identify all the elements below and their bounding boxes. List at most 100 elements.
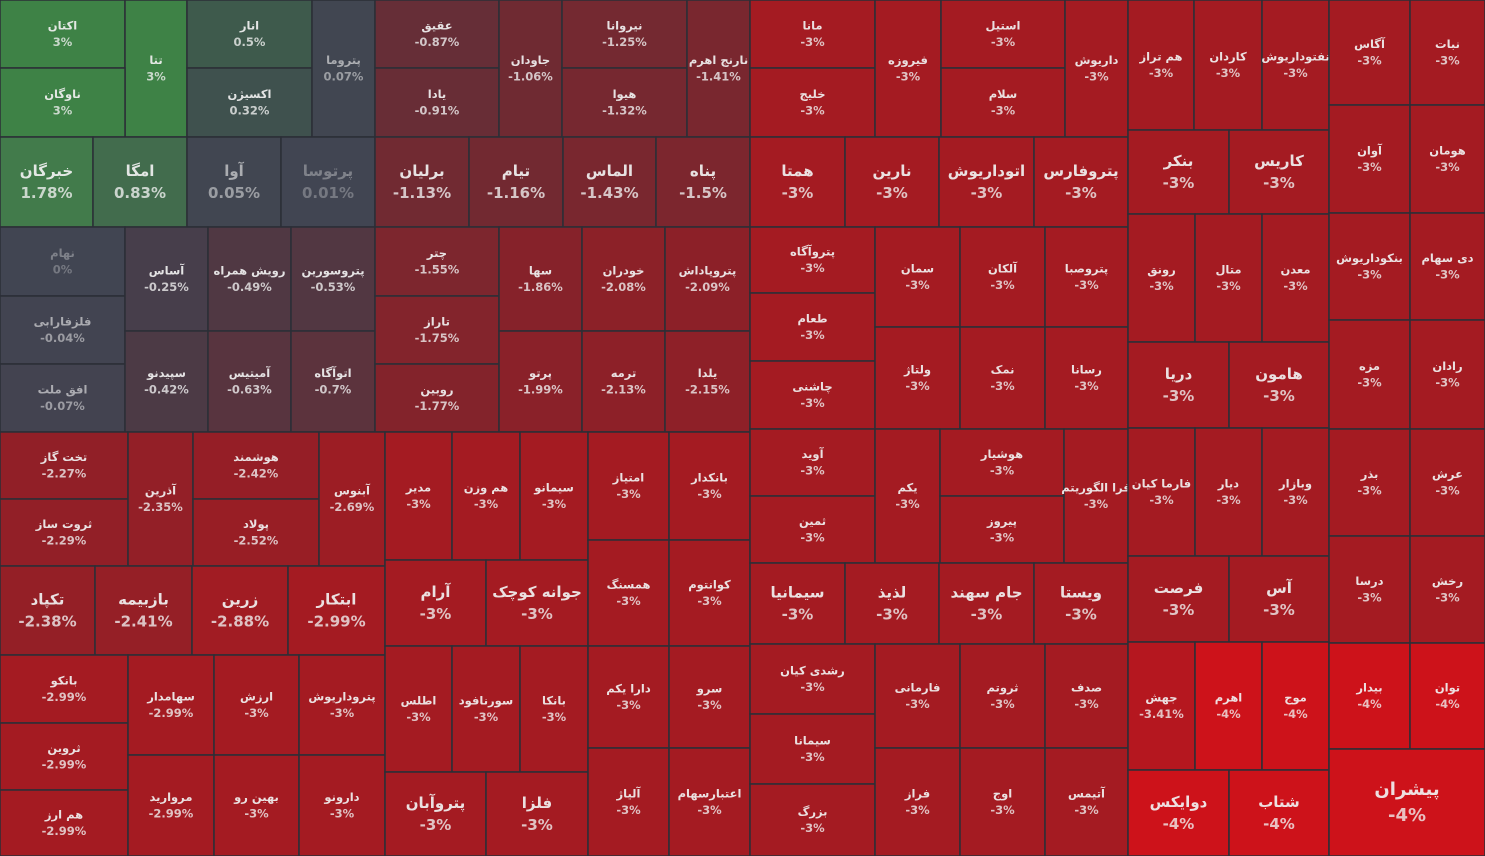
tile-change: -4% [1216,707,1241,721]
tile-name: مدیر [405,480,431,494]
tile-group: بزرگ -3% [749,783,876,856]
tile-change: -3% [406,497,431,511]
tile-name: تیام [502,162,530,180]
tile-name: فارما کیان [1132,476,1191,490]
tile [939,428,1065,497]
tile-change: -0.91% [415,104,460,118]
tile-name: تتا [149,53,162,67]
tile-group: چاشنی -3% [749,360,876,430]
tile-name: نمک [991,362,1015,376]
tile-change: -3% [905,803,930,817]
tile-group: تکپاد -2.38% [0,565,96,656]
tile [468,136,564,228]
tile-name: پتروآبان [406,794,466,813]
tile-group: هامون -3% [1228,341,1330,429]
tile-name: دیار [1217,476,1239,490]
tile [1409,0,1485,106]
tile-change: -2.42% [234,467,279,481]
tile-change: -3% [971,184,1003,202]
tile [1228,555,1330,643]
tile [1228,769,1330,856]
tile-name: اکسیژن [228,87,272,101]
tile-name: نهام [50,246,75,260]
tile-group: بازبیمه -2.41% [94,565,193,656]
tile [1261,0,1330,131]
tile-name: نارین [872,162,911,180]
tile-change: -1.99% [518,383,563,397]
tile-group: تخت گاز -2.27% [0,431,129,500]
tile-change: -3% [896,70,921,84]
tile-change: -3% [1283,493,1308,507]
tile-change: -3% [876,184,908,202]
tile-change: -3% [782,605,814,623]
tile-change: -3% [905,379,930,393]
tile [749,713,876,785]
tile-group: ارزش -3% [213,654,300,756]
tile-group: سیمانا -3% [749,713,876,785]
tile [1409,535,1485,644]
tile-group: سرو -3% [668,645,751,749]
tile-name: ترمه [611,366,637,380]
tile [498,226,583,332]
tile-name: افق ملت [38,382,88,396]
tile [1328,319,1411,430]
tile-group: ولتاژ -3% [874,326,961,430]
tile [1127,129,1230,215]
tile-change: -3% [1216,279,1241,293]
tile-change: -3% [800,104,825,118]
tile-change: -3% [990,697,1015,711]
tile-group: رادان -3% [1409,319,1485,430]
tile-name: جاودان [511,53,550,68]
tile-name: اطلس [401,693,437,707]
tile [844,562,940,645]
tile-group: جام سهند -3% [938,562,1035,645]
tile-group: دیار -3% [1194,427,1263,557]
tile-name: ولتاژ [903,362,931,377]
tile-name: دریا [1165,365,1193,383]
tile [124,330,209,433]
tile [384,559,487,647]
tile-name: آرام [421,583,452,601]
tile [1409,428,1485,537]
tile-change: -3% [990,531,1015,545]
tile-change: -0.53% [311,280,356,294]
tile [374,295,500,365]
tile-group: توان -4% [1409,642,1485,750]
tile [498,0,563,138]
tile-group: همتا -3% [749,136,846,228]
tile-group: ترمه -2.13% [581,330,666,433]
tile-group: جوانه کوچک -3% [485,559,589,647]
tile [207,330,292,433]
tile-name: آلیاژ [616,786,642,800]
tile [451,645,521,773]
tile-change: -3% [1149,279,1174,293]
tile-change: -3% [1357,268,1382,282]
tile [749,136,846,228]
tile-group: نهام 0% [0,226,126,297]
tile [1194,641,1263,771]
tile [519,431,589,561]
tile [749,0,876,69]
tile-change: -1.06% [508,70,553,84]
tile-change: -1.41% [696,70,741,84]
tile-group: پتروپاداش -2.09% [664,226,751,332]
tile-group: پتروصبا -3% [1044,226,1129,328]
tile [207,226,292,332]
tile-change: 0.5% [234,35,266,49]
tile-name: پیشران [1374,779,1439,800]
tile-change: -3% [697,487,722,501]
tile-group: استیل -3% [940,0,1066,69]
tile-group: نارین -3% [844,136,940,228]
tile-group: عقیق -0.87% [374,0,500,69]
tile-change: -2.99% [307,612,365,630]
tile-name: رسانا [1071,362,1102,376]
tile-name: ثروین [47,741,80,756]
tile-name: بیدار [1355,680,1382,694]
tile-name: چتر [426,246,447,260]
tile-change: -3% [521,605,553,623]
tile [1033,562,1129,645]
tile [127,431,194,567]
tile-group: ثروین -2.99% [0,722,129,791]
tile [124,0,188,138]
